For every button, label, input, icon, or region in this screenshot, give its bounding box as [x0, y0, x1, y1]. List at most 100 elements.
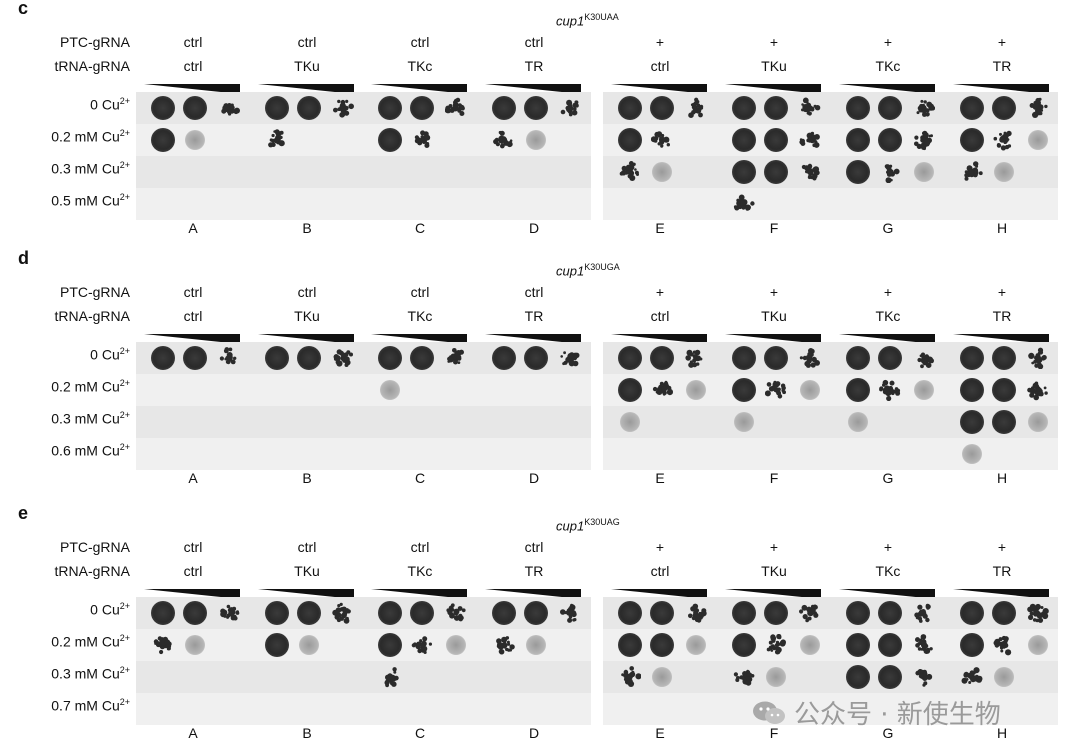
yeast-spot	[620, 412, 640, 432]
concentration-value: 0.3 mM Cu	[51, 665, 120, 682]
yeast-spot	[183, 96, 207, 120]
copper-concentration-label: 0.3 mM Cu2+	[0, 665, 130, 682]
ptc-value: ctrl	[183, 539, 203, 555]
plate-row	[136, 156, 591, 188]
yeast-spot	[913, 129, 935, 151]
yeast-spot	[650, 633, 674, 657]
column-letter: B	[302, 725, 312, 741]
yeast-spot	[559, 602, 581, 624]
yeast-spot	[878, 96, 902, 120]
dilution-wedge	[258, 81, 354, 94]
column-letter: E	[655, 220, 665, 236]
ptc-value: ctrl	[524, 284, 544, 300]
yeast-spot	[766, 667, 786, 687]
yeast-spot	[650, 346, 674, 370]
ion-charge: 2+	[119, 665, 130, 675]
column-letter: G	[882, 220, 894, 236]
trna-value: TKc	[875, 308, 901, 324]
ion-charge: 2+	[119, 633, 130, 643]
yeast-spot	[445, 602, 467, 624]
column-letter: G	[882, 725, 894, 741]
ptc-value: ctrl	[297, 539, 317, 555]
yeast-spot	[962, 444, 982, 464]
trna-grna-label: tRNA-gRNA	[54, 58, 130, 74]
plate-row	[603, 693, 1058, 725]
yeast-spot	[732, 96, 756, 120]
yeast-spot	[960, 410, 984, 434]
yeast-spot	[732, 633, 756, 657]
yeast-spot	[1027, 97, 1049, 119]
plate-row	[603, 438, 1058, 470]
yeast-spot	[652, 667, 672, 687]
column-letter: B	[302, 470, 312, 486]
yeast-spot	[332, 97, 354, 119]
ptc-grna-label: PTC-gRNA	[59, 34, 130, 50]
trna-value: TKc	[407, 308, 433, 324]
concentration-value: 0 Cu	[90, 601, 120, 618]
column-letter: A	[188, 725, 198, 741]
yeast-spot	[526, 130, 546, 150]
column-letter: H	[996, 470, 1008, 486]
yeast-spot	[732, 160, 756, 184]
yeast-spot	[914, 162, 934, 182]
column-letter: A	[188, 470, 198, 486]
yeast-spot	[848, 412, 868, 432]
yeast-spot	[686, 635, 706, 655]
ptc-value: +	[655, 34, 665, 50]
yeast-spot	[992, 601, 1016, 625]
ptc-value: +	[883, 539, 893, 555]
yeast-spot	[378, 128, 402, 152]
yeast-spot	[650, 96, 674, 120]
column-letter: G	[882, 470, 894, 486]
trna-value: TKc	[407, 58, 433, 74]
dilution-wedge	[371, 331, 467, 344]
yeast-spot	[914, 380, 934, 400]
yeast-spot	[265, 633, 289, 657]
yeast-spot	[913, 634, 935, 656]
yeast-spot	[185, 635, 205, 655]
ion-charge: 2+	[119, 697, 130, 707]
strain-label: cup1K30UAG	[556, 517, 620, 533]
yeast-spot	[332, 602, 354, 624]
dilution-wedge	[371, 586, 467, 599]
dilution-wedge	[144, 586, 240, 599]
ion-charge: 2+	[119, 128, 130, 138]
column-letter: F	[769, 470, 779, 486]
strain-name: cup1	[556, 518, 585, 534]
agar-plate	[136, 92, 591, 220]
column-letter: C	[414, 470, 426, 486]
yeast-spot	[619, 161, 641, 183]
yeast-spot	[152, 634, 174, 656]
yeast-spot	[151, 601, 175, 625]
trna-value: ctrl	[650, 308, 670, 324]
copper-concentration-label: 0.2 mM Cu2+	[0, 633, 130, 650]
yeast-spot	[846, 160, 870, 184]
yeast-spot	[992, 96, 1016, 120]
trna-value: TKc	[407, 563, 433, 579]
trna-value: TR	[992, 308, 1012, 324]
ion-charge: 2+	[119, 442, 130, 452]
trna-value: ctrl	[650, 563, 670, 579]
trna-value: TKu	[761, 58, 787, 74]
yeast-spot	[1027, 347, 1049, 370]
strain-superscript: K30UAG	[584, 517, 620, 527]
yeast-spot	[618, 128, 642, 152]
ptc-value: ctrl	[524, 34, 544, 50]
agar-plate	[603, 342, 1058, 470]
ptc-value: +	[997, 34, 1007, 50]
yeast-spot	[410, 346, 434, 370]
yeast-spot	[380, 380, 400, 400]
copper-concentration-label: 0.3 mM Cu2+	[0, 160, 130, 177]
column-letter: A	[188, 220, 198, 236]
yeast-spot	[799, 602, 821, 624]
copper-concentration-label: 0.2 mM Cu2+	[0, 128, 130, 145]
copper-concentration-label: 0.5 mM Cu2+	[0, 192, 130, 209]
yeast-spot	[960, 378, 984, 402]
trna-value: TR	[992, 58, 1012, 74]
plate-row	[136, 406, 591, 438]
plate-row	[136, 374, 591, 406]
yeast-spot	[492, 601, 516, 625]
yeast-spot	[800, 635, 820, 655]
trna-value: TKu	[294, 563, 320, 579]
yeast-spot	[1027, 602, 1049, 624]
